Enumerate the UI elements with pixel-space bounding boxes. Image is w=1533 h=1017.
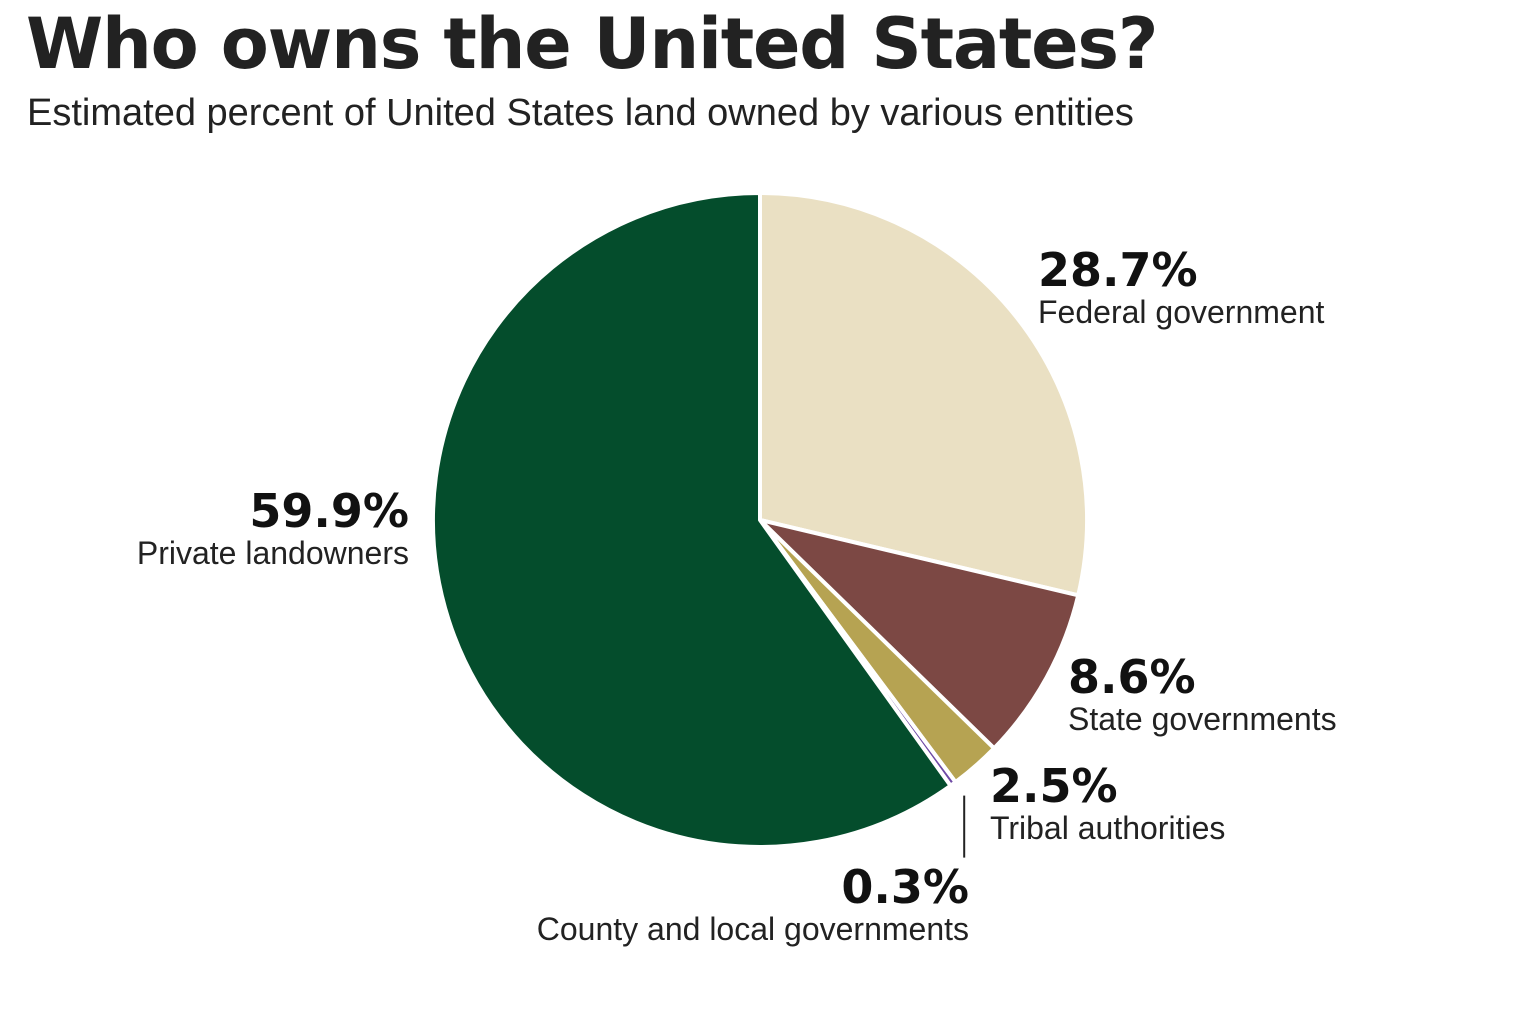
slice-percent-tribal-authorities: 2.5% [990,759,1118,813]
label-state-governments: 8.6% State governments [1068,653,1337,737]
chart-title: Who owns the United States? [26,3,1158,85]
chart-subtitle: Estimated percent of United States land … [27,92,1134,134]
slice-percent-county-and-local: 0.3% [841,860,969,914]
label-private-landowners: 59.9% Private landowners [137,487,409,571]
pie-slices [431,191,1089,849]
slice-percent-state-governments: 8.6% [1068,650,1196,704]
slice-name-county-and-local: County and local governments [536,911,969,947]
slice-name-state-governments: State governments [1068,701,1337,737]
pie-slice-private-landowners [431,191,953,849]
pie-slice-federal-government [758,191,1089,598]
label-county-and-local-governments: 0.3% County and local governments [537,863,969,947]
slice-name-federal-government: Federal government [1038,294,1325,330]
label-tribal-authorities: 2.5% Tribal authorities [990,762,1225,846]
slice-percent-federal-government: 28.7% [1038,243,1198,297]
slice-percent-private-landowners: 59.9% [249,484,409,538]
slice-name-private-landowners: Private landowners [136,535,409,571]
label-federal-government: 28.7% Federal government [1038,246,1324,330]
slice-name-tribal-authorities: Tribal authorities [990,810,1226,846]
pie-slice-state-governments [758,518,1081,751]
